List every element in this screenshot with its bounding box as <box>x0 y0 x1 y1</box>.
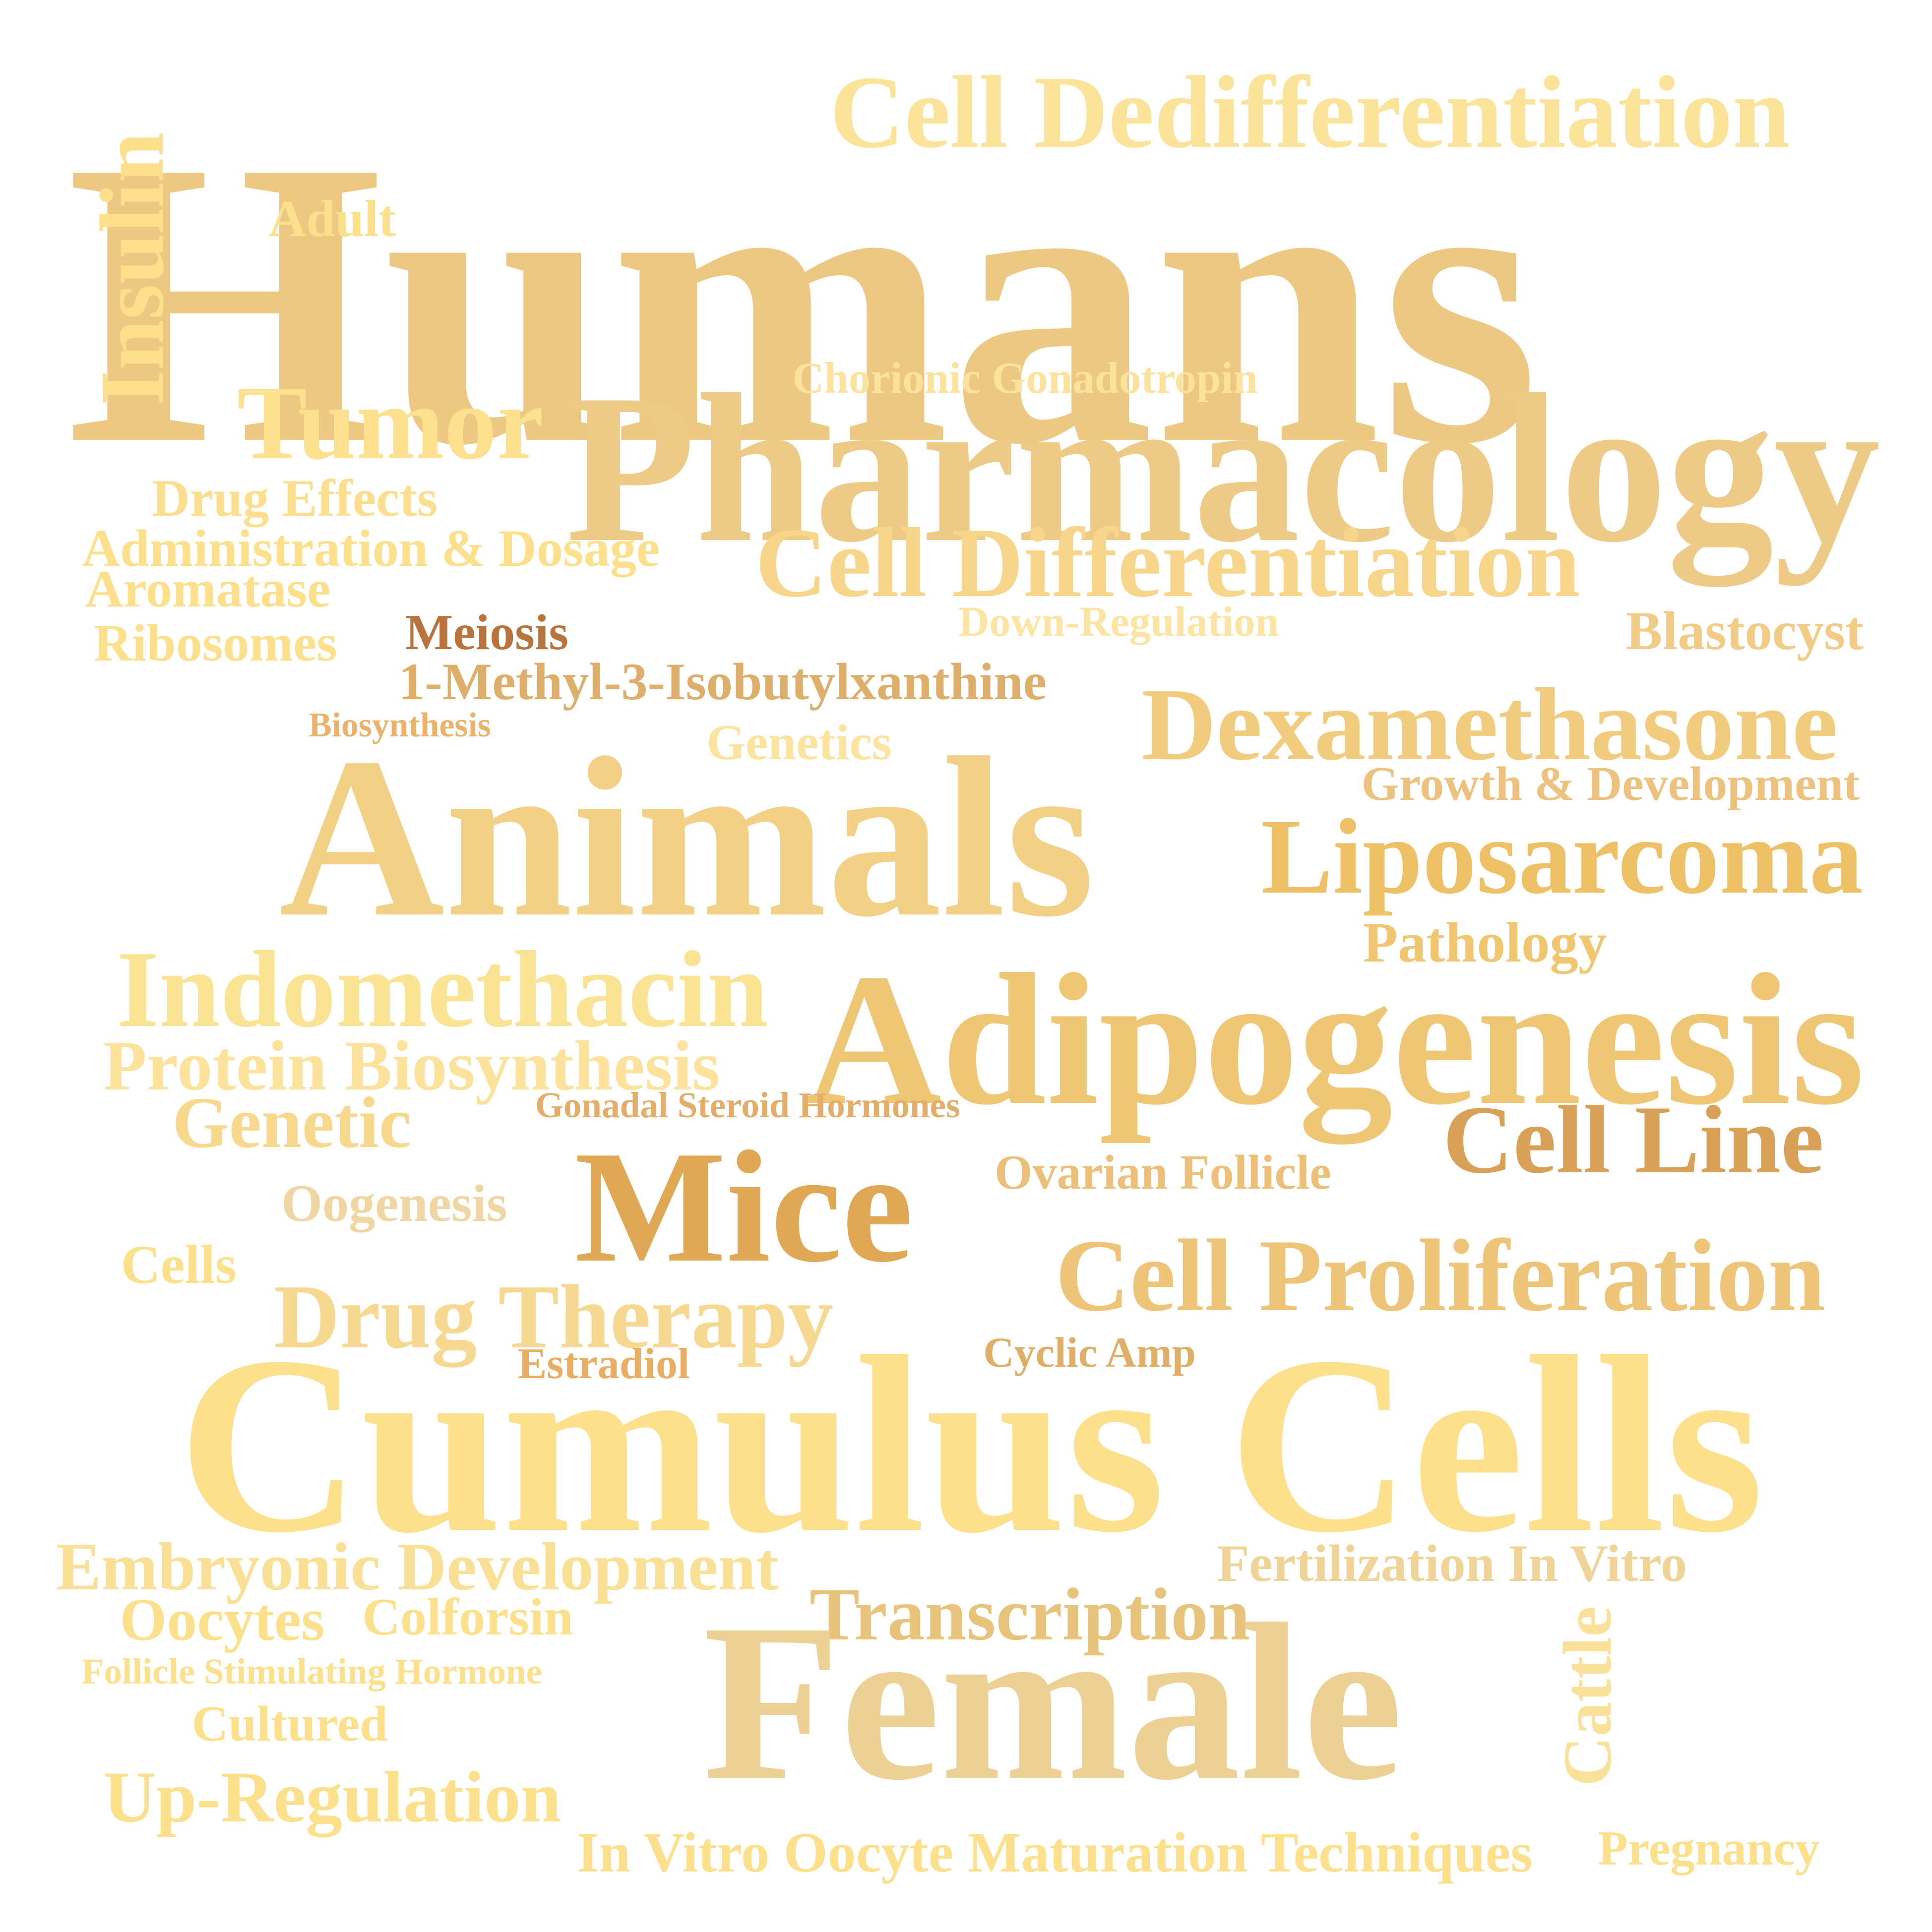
word-in-vitro-oocyte-maturation-techniques: In Vitro Oocyte Maturation Techniques <box>577 1821 1533 1884</box>
word-colforsin: Colforsin <box>362 1587 573 1646</box>
word-pathology: Pathology <box>1363 910 1607 974</box>
word-indomethacin: Indomethacin <box>116 928 768 1050</box>
word-female: Female <box>703 1578 1403 1827</box>
word-cell-differentiation: Cell Differentiation <box>755 508 1581 618</box>
word-cell-proliferation: Cell Proliferation <box>1055 1218 1826 1333</box>
word-up-regulation: Up-Regulation <box>103 1756 561 1837</box>
word-embryonic-development: Embryonic Development <box>56 1529 779 1605</box>
word-gonadal-steroid-hormones: Gonadal Steroid Hormones <box>535 1085 960 1125</box>
word-adult: Adult <box>268 189 396 247</box>
word-fertilization-in-vitro: Fertilization In Vitro <box>1217 1533 1687 1592</box>
word-drug-therapy: Drug Therapy <box>273 1266 834 1368</box>
word-cell-line: Cell Line <box>1442 1086 1824 1194</box>
word-down-regulation: Down-Regulation <box>958 597 1279 645</box>
word-1-methyl-3-isobutylxanthine: 1-Methyl-3-Isobutylxanthine <box>398 653 1047 712</box>
word-estradiol: Estradiol <box>517 1339 690 1388</box>
word-cyclic-amp: Cyclic Amp <box>983 1328 1196 1377</box>
word-cultured: Cultured <box>191 1696 388 1752</box>
word-ribosomes: Ribosomes <box>94 614 337 673</box>
word-animals: Animals <box>279 710 1095 965</box>
word-genetic: Genetic <box>172 1082 412 1163</box>
word-cattle: Cattle <box>1550 1606 1626 1787</box>
word-tumor: Tumor <box>237 364 544 481</box>
word-blastocyst: Blastocyst <box>1625 600 1864 661</box>
word-chorionic-gonadotropin: Chorionic Gonadotropin <box>792 354 1258 403</box>
word-ovarian-follicle: Ovarian Follicle <box>995 1146 1331 1200</box>
word-oocytes: Oocytes <box>120 1586 325 1653</box>
word-mice: Mice <box>574 1117 913 1295</box>
word-insulin: Insulin <box>81 131 183 406</box>
word-genetics: Genetics <box>706 715 892 771</box>
word-cells: Cells <box>121 1234 237 1295</box>
word-liposarcoma: Liposarcoma <box>1261 797 1863 916</box>
word-humans: Humans <box>66 76 1540 528</box>
word-adipogenesis: Adipogenesis <box>805 935 1865 1145</box>
word-meiosis: Meiosis <box>405 604 568 661</box>
word-cumulus-cells: Cumulus Cells <box>178 1303 1764 1585</box>
word-biosynthesis: Biosynthesis <box>309 706 491 744</box>
word-oogenesis: Oogenesis <box>281 1174 507 1233</box>
word-follicle-stimulating-hormone: Follicle Stimulating Hormone <box>81 1651 543 1691</box>
word-dexamethasone: Dexamethasone <box>1141 667 1838 783</box>
word-protein-biosynthesis: Protein Biosynthesis <box>103 1026 720 1105</box>
word-transcription: Transcription <box>810 1572 1250 1656</box>
word-aromatase: Aromatase <box>85 560 331 619</box>
word-pharmacology: Pharmacology <box>565 350 1880 586</box>
word-cell-dedifferentiation: Cell Dedifferentiation <box>829 55 1790 170</box>
word-administration-dosage: Administration & Dosage <box>82 519 660 578</box>
word-pregnancy: Pregnancy <box>1598 1821 1820 1875</box>
word-growth-development: Growth & Development <box>1361 757 1860 811</box>
word-drug-effects: Drug Effects <box>151 469 438 528</box>
